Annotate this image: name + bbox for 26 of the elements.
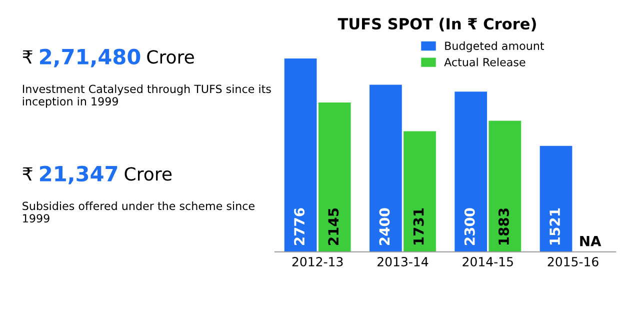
bar [318,102,351,252]
chart-title: TUFS SPOT (In ₹ Crore) [338,18,536,32]
x-tick-label: 2012-13 [292,256,343,266]
text: NA [580,236,602,246]
text: Investment Catalysed through TUFS since its inception in 1999 [22,84,271,108]
bar [404,131,436,252]
data-label: 1521 [550,208,560,245]
data-label: 2145 [328,208,339,245]
x-tick-label: 2014-15 [462,256,513,266]
data-label: 2300 [464,208,475,245]
text: Subsidies offered under the scheme since 1999 [22,202,254,223]
data-label: 2776 [294,208,305,245]
bar [370,84,402,252]
bar [454,92,488,252]
bar [284,58,317,252]
x-tick-label: 2013-14 [378,256,428,266]
bar [540,146,572,252]
legend-label: Budgeted amount [445,41,544,52]
bar [488,120,522,252]
x-tick-label: 2015-16 [548,256,598,266]
text: ₹ 21,347 Crore [22,166,172,184]
data-label: 1883 [498,208,509,245]
data-label: 1731 [413,208,424,245]
text: ₹ 2,71,480 Crore [22,48,194,68]
data-label: 2400 [379,208,390,245]
legend-label: Actual Release [444,58,526,66]
